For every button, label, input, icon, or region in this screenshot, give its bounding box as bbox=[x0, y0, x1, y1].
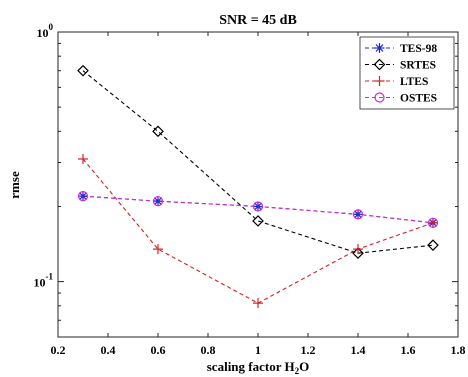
plus-marker bbox=[153, 244, 163, 255]
asterisk-marker bbox=[153, 196, 163, 207]
circle-marker bbox=[352, 209, 364, 220]
y-tick-label: 100 bbox=[37, 22, 54, 40]
x-tick-label: 0.2 bbox=[51, 343, 66, 357]
legend-label: TES-98 bbox=[400, 43, 437, 55]
x-tick-label: 1.8 bbox=[451, 343, 466, 357]
x-tick-label: 1.6 bbox=[401, 343, 416, 357]
x-tick-label: 1.2 bbox=[301, 343, 316, 357]
plus-marker bbox=[374, 76, 385, 86]
asterisk-marker bbox=[374, 43, 385, 53]
plus-marker bbox=[253, 298, 263, 309]
asterisk-marker bbox=[253, 201, 263, 212]
x-axis: 0.2 0.4 0.6 0.8 1 1.2 1.4 1.6 1.8 bbox=[51, 32, 466, 357]
chart-title: SNR = 45 dB bbox=[219, 13, 297, 28]
legend-label: OSTES bbox=[400, 93, 437, 105]
diamond-marker bbox=[373, 58, 386, 71]
x-tick-label: 1.4 bbox=[351, 343, 366, 357]
diamond-marker bbox=[252, 215, 264, 227]
diamond-marker bbox=[352, 247, 364, 260]
series-line-ltes bbox=[82, 158, 434, 304]
diamond-marker bbox=[77, 64, 89, 77]
asterisk-marker bbox=[353, 209, 363, 220]
x-tick-label: 0.6 bbox=[151, 343, 166, 357]
y-tick-label: 10-1 bbox=[34, 272, 54, 290]
series-line-srtes bbox=[82, 70, 434, 254]
plus-marker bbox=[353, 244, 363, 255]
y-axis-label: rmse bbox=[7, 171, 22, 199]
x-tick-label: 1 bbox=[255, 343, 261, 357]
x-axis-label: scaling factor H2O bbox=[207, 359, 309, 376]
circle-marker bbox=[252, 201, 264, 212]
circle-marker bbox=[77, 191, 89, 202]
diamond-marker bbox=[152, 125, 164, 138]
plus-marker bbox=[78, 153, 88, 164]
legend-label: LTES bbox=[400, 76, 428, 88]
asterisk-marker bbox=[78, 191, 88, 202]
circle-marker bbox=[152, 196, 164, 207]
circle-marker bbox=[374, 92, 385, 103]
plus-marker bbox=[428, 217, 438, 228]
legend-label: SRTES bbox=[400, 60, 436, 72]
legend: TES-98 SRTES LTES OSTES bbox=[359, 36, 455, 110]
x-tick-label: 0.4 bbox=[101, 343, 116, 357]
series-markers bbox=[77, 64, 439, 309]
circle-marker bbox=[427, 217, 439, 228]
y-axis: 10-1 100 bbox=[34, 22, 458, 338]
diamond-marker bbox=[427, 239, 439, 251]
x-tick-label: 0.8 bbox=[201, 343, 216, 357]
